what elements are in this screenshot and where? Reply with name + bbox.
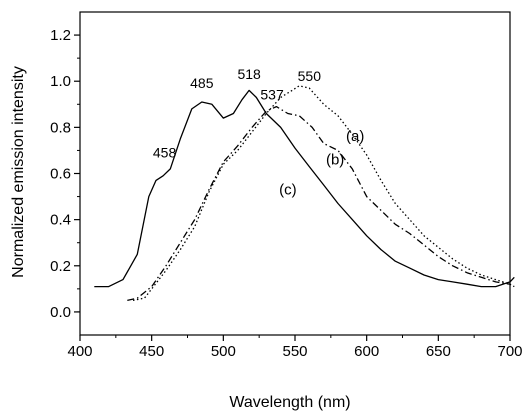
- series-label: (c): [279, 181, 297, 198]
- peak-label: 458: [153, 144, 177, 160]
- y-tick-label: 1.0: [50, 73, 71, 90]
- y-tick-label: 0.4: [50, 212, 71, 229]
- peak-label: 518: [237, 66, 261, 82]
- x-tick-label: 450: [139, 343, 164, 360]
- y-axis-title: Normalized emission intensity: [10, 66, 27, 278]
- x-tick-label: 600: [354, 343, 379, 360]
- x-axis-title: Wavelength (nm): [229, 394, 350, 411]
- plot-frame: [79, 11, 511, 336]
- x-tick-label: 650: [426, 343, 451, 360]
- x-tick-label: 500: [211, 343, 236, 360]
- y-tick-label: 0.2: [50, 258, 71, 275]
- x-tick-label: 400: [67, 343, 92, 360]
- x-tick-label: 550: [282, 343, 307, 360]
- y-tick-label: 0.8: [50, 119, 71, 136]
- series-line-c: [94, 89, 515, 288]
- y-tick-label: 0.0: [50, 304, 71, 321]
- peak-label: 485: [190, 75, 214, 91]
- x-tick-label: 700: [497, 343, 522, 360]
- axes: 400 450 500 550 600 650 700 0.0 0.2 0.4 0.6 0.8 1.0 1…: [50, 11, 523, 360]
- series-label: (b): [326, 151, 344, 168]
- peak-label: 550: [298, 68, 322, 84]
- plot-area: (a)(b) (c) 458 485 518 537 550: [94, 66, 515, 302]
- peak-label: 537: [260, 87, 284, 103]
- series-line-a: [132, 85, 515, 302]
- y-tick-label: 0.6: [50, 166, 71, 183]
- series-label: (a): [346, 128, 364, 145]
- y-tick-label: 1.2: [50, 27, 71, 44]
- series-line-b: [127, 105, 511, 302]
